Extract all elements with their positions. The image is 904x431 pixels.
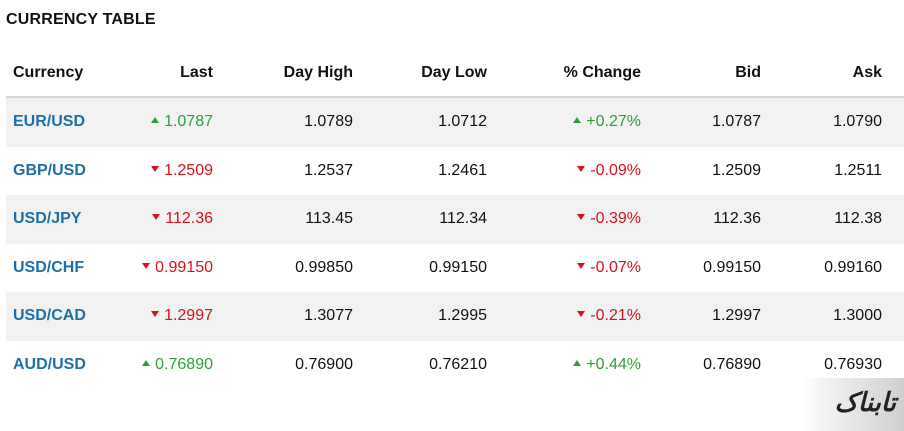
day-high-value: 1.0789 xyxy=(304,113,353,131)
table-row: GBP/USD 1.2509 1.2537 1.2461 -0.09% 1.25… xyxy=(6,147,904,196)
arrow-down-icon xyxy=(142,262,151,269)
ask-value: 0.76930 xyxy=(824,355,882,373)
arrow-up-icon xyxy=(142,359,151,366)
currency-pair-link[interactable]: USD/CAD xyxy=(13,307,86,325)
change-value: +0.44% xyxy=(586,355,641,373)
day-low-value: 1.2995 xyxy=(438,307,487,325)
table-row: USD/CAD 1.2997 1.3077 1.2995 -0.21% 1.29… xyxy=(6,292,904,341)
column-header-ask[interactable]: Ask xyxy=(852,64,882,81)
arrow-down-icon xyxy=(577,214,586,221)
ask-value: 1.0790 xyxy=(833,113,882,131)
change-value: -0.07% xyxy=(590,258,641,276)
watermark-text: تابناک xyxy=(834,388,896,418)
bid-value: 0.99150 xyxy=(703,258,761,276)
day-high-value: 113.45 xyxy=(305,210,353,228)
day-low-value: 1.2461 xyxy=(438,161,487,179)
bid-value: 1.0787 xyxy=(712,113,761,131)
last-value: 1.2509 xyxy=(164,161,213,179)
column-header-currency[interactable]: Currency xyxy=(13,64,84,81)
day-high-value: 0.99850 xyxy=(295,258,353,276)
last-value: 1.2997 xyxy=(164,307,213,325)
currency-table: Currency Last Day High Day Low % Change … xyxy=(6,50,904,389)
table-header: Currency Last Day High Day Low % Change … xyxy=(6,50,904,98)
currency-pair-link[interactable]: AUD/USD xyxy=(13,355,86,373)
arrow-up-icon xyxy=(151,117,160,124)
watermark-logo: تابناک xyxy=(800,378,904,431)
arrow-down-icon xyxy=(151,165,160,172)
column-header-day-low[interactable]: Day Low xyxy=(421,64,487,81)
ask-value: 0.99160 xyxy=(824,258,882,276)
table-row: AUD/USD 0.76890 0.76900 0.76210 +0.44% 0… xyxy=(6,341,904,390)
bid-value: 1.2509 xyxy=(712,161,761,179)
arrow-down-icon xyxy=(577,165,586,172)
column-header-change[interactable]: % Change xyxy=(563,64,641,81)
change-value: +0.27% xyxy=(586,113,641,131)
bid-value: 1.2997 xyxy=(712,307,761,325)
change-value: -0.09% xyxy=(590,161,641,179)
day-low-value: 0.99150 xyxy=(429,258,487,276)
arrow-down-icon xyxy=(152,214,161,221)
bid-value: 0.76890 xyxy=(703,355,761,373)
day-high-value: 1.3077 xyxy=(304,307,353,325)
currency-pair-link[interactable]: EUR/USD xyxy=(13,113,86,131)
change-value: -0.21% xyxy=(590,307,641,325)
last-value: 1.0787 xyxy=(164,113,213,131)
last-value: 112.36 xyxy=(165,210,213,228)
day-high-value: 1.2537 xyxy=(304,161,353,179)
day-low-value: 112.34 xyxy=(439,210,487,228)
currency-pair-link[interactable]: USD/JPY xyxy=(13,210,82,228)
arrow-down-icon xyxy=(577,262,586,269)
column-header-bid[interactable]: Bid xyxy=(735,64,761,81)
table-row: EUR/USD 1.0787 1.0789 1.0712 +0.27% 1.07… xyxy=(6,98,904,147)
table-row: USD/JPY 112.36 113.45 112.34 -0.39% 112.… xyxy=(6,195,904,244)
currency-pair-link[interactable]: USD/CHF xyxy=(13,258,85,276)
bid-value: 112.36 xyxy=(713,210,761,228)
change-value: -0.39% xyxy=(590,210,641,228)
table-row: USD/CHF 0.99150 0.99850 0.99150 -0.07% 0… xyxy=(6,244,904,293)
arrow-down-icon xyxy=(577,311,586,318)
ask-value: 1.3000 xyxy=(833,307,882,325)
arrow-down-icon xyxy=(151,311,160,318)
day-low-value: 1.0712 xyxy=(438,113,487,131)
day-high-value: 0.76900 xyxy=(295,355,353,373)
ask-value: 112.38 xyxy=(834,210,882,228)
currency-pair-link[interactable]: GBP/USD xyxy=(13,161,86,179)
arrow-up-icon xyxy=(573,117,582,124)
column-header-last[interactable]: Last xyxy=(180,64,213,81)
day-low-value: 0.76210 xyxy=(429,355,487,373)
column-header-day-high[interactable]: Day High xyxy=(283,64,353,81)
page-title: CURRENCY TABLE xyxy=(6,11,156,28)
last-value: 0.76890 xyxy=(155,355,213,373)
ask-value: 1.2511 xyxy=(834,161,882,179)
last-value: 0.99150 xyxy=(155,258,213,276)
arrow-up-icon xyxy=(573,359,582,366)
